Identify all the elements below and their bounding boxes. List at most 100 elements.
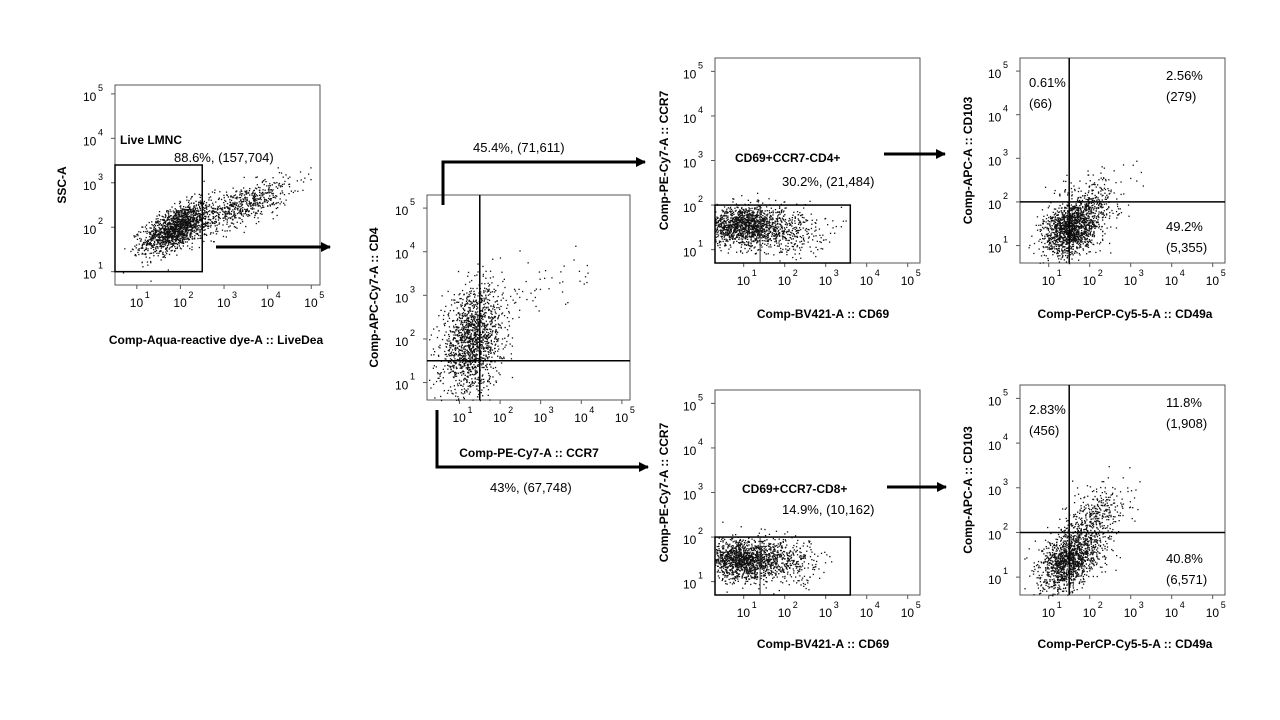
- event-dot: [481, 347, 483, 350]
- event-dot: [767, 233, 769, 235]
- event-dot: [551, 277, 553, 279]
- event-dot: [229, 225, 231, 227]
- event-dot: [241, 190, 243, 192]
- event-dot: [772, 210, 774, 212]
- event-dot: [461, 361, 463, 364]
- event-dot: [499, 308, 501, 310]
- event-dot: [467, 366, 469, 368]
- event-dot: [252, 192, 254, 194]
- event-dot: [163, 243, 166, 245]
- event-dot: [748, 212, 751, 215]
- event-dot: [776, 226, 778, 228]
- event-dot: [171, 238, 173, 240]
- event-dot: [459, 354, 461, 357]
- event-dot: [209, 196, 212, 198]
- event-dot: [195, 219, 198, 221]
- event-dot: [173, 212, 175, 214]
- event-dot: [252, 202, 254, 205]
- event-dot: [525, 280, 527, 283]
- event-dot: [195, 218, 197, 220]
- event-dot: [197, 233, 199, 235]
- event-dot: [228, 226, 230, 228]
- event-dot: [724, 231, 727, 233]
- event-dot: [444, 310, 446, 313]
- event-dot: [189, 236, 192, 238]
- event-dot: [165, 251, 167, 253]
- event-dot: [156, 221, 158, 224]
- event-dot: [176, 254, 178, 256]
- event-dot: [477, 337, 479, 340]
- event-dot: [495, 381, 497, 383]
- event-dot: [244, 208, 246, 210]
- event-dot: [172, 215, 174, 217]
- event-dot: [472, 330, 474, 332]
- event-dot: [249, 202, 251, 205]
- event-dot: [191, 221, 194, 223]
- event-dot: [539, 278, 541, 280]
- event-dot: [491, 313, 493, 315]
- event-dot: [434, 397, 436, 399]
- event-dot: [248, 190, 251, 192]
- event-dot: [159, 233, 161, 235]
- event-dot: [812, 239, 814, 241]
- event-dot: [154, 228, 157, 230]
- event-dot: [483, 335, 485, 337]
- event-dot: [765, 222, 768, 224]
- event-dot: [485, 354, 487, 356]
- event-dot: [193, 227, 195, 229]
- event-dot: [465, 367, 467, 369]
- event-dot: [174, 242, 176, 244]
- event-dot: [750, 209, 752, 212]
- event-dot: [798, 219, 800, 221]
- event-dot: [282, 192, 284, 194]
- event-dot: [490, 342, 492, 344]
- event-dot: [207, 221, 209, 224]
- event-dot: [482, 374, 484, 376]
- event-dot: [756, 226, 758, 229]
- event-dot: [461, 320, 463, 322]
- event-dot: [495, 323, 497, 326]
- event-dot: [150, 280, 152, 282]
- event-dot: [720, 218, 723, 220]
- event-dot: [155, 231, 158, 233]
- event-dot: [473, 306, 475, 308]
- event-dot: [727, 211, 729, 214]
- event-dot: [463, 398, 465, 400]
- event-dot: [478, 338, 480, 341]
- y-tick-exponent: 1: [98, 261, 103, 271]
- x-tick-exponent: 2: [188, 290, 193, 300]
- event-dot: [204, 205, 207, 207]
- event-dot: [165, 233, 167, 235]
- event-dot: [205, 222, 207, 224]
- event-dot: [473, 382, 475, 385]
- event-dot: [180, 205, 182, 207]
- event-dot: [743, 223, 745, 226]
- event-dot: [473, 304, 475, 306]
- event-dot: [730, 234, 733, 237]
- event-dot: [722, 229, 724, 231]
- event-dot: [717, 217, 719, 220]
- event-dot: [283, 202, 285, 204]
- event-dot: [272, 192, 274, 195]
- event-dot: [471, 382, 473, 384]
- event-dot: [740, 238, 742, 240]
- event-dot: [489, 328, 491, 330]
- event-dot: [191, 220, 193, 222]
- event-dot: [756, 215, 758, 217]
- event-dot: [257, 203, 259, 205]
- event-dot: [731, 210, 734, 212]
- event-dot: [226, 215, 228, 218]
- event-dot: [262, 195, 264, 197]
- event-dot: [164, 225, 166, 227]
- gate-name: Live LMNC: [120, 133, 182, 147]
- y-tick-exponent: 3: [410, 284, 415, 294]
- event-dot: [756, 241, 758, 243]
- event-dot: [472, 324, 475, 326]
- event-dot: [755, 214, 758, 216]
- event-dot: [263, 199, 266, 201]
- event-dot: [466, 337, 468, 339]
- event-dot: [138, 248, 140, 250]
- event-dot: [167, 231, 169, 233]
- event-dot: [497, 295, 499, 298]
- event-dot: [271, 192, 273, 195]
